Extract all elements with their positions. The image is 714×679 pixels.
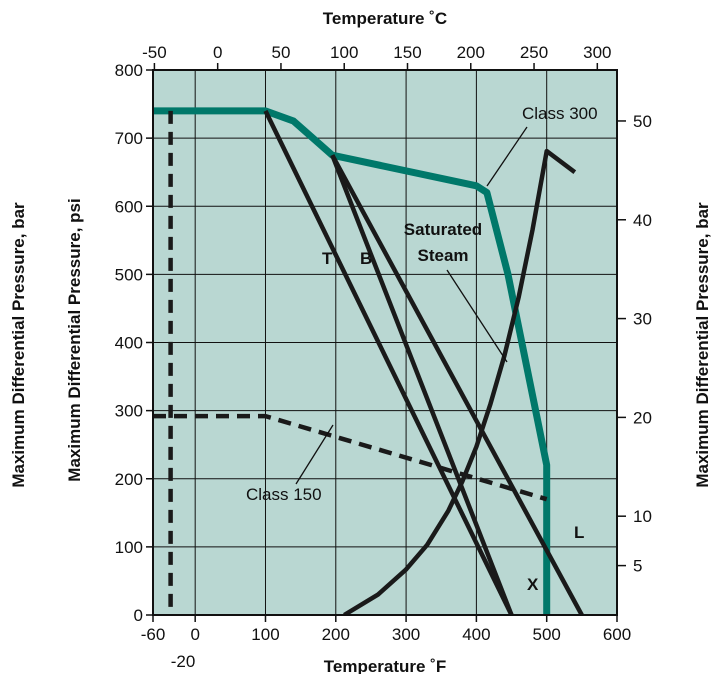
x-top-tick-label: 50 xyxy=(271,43,290,62)
x-top-tick-label: 150 xyxy=(393,43,421,62)
y-right-tick-label: 10 xyxy=(633,507,652,526)
saturated-steam-label-line2: Steam xyxy=(417,246,468,265)
class-300-leader-line xyxy=(486,126,528,187)
x-top-tick-label: 100 xyxy=(330,43,358,62)
y-left-tick-label: 200 xyxy=(115,470,143,489)
x-axis-title-bottom: Temperature ˚F xyxy=(324,657,447,674)
y-right-tick-label: 5 xyxy=(633,557,642,576)
x-axis-title-top: Temperature ˚C xyxy=(323,9,447,28)
annotations: Class 300 Class 150 T B Saturated Steam … xyxy=(246,104,598,594)
x-top-tick-label: 200 xyxy=(457,43,485,62)
class-300-label: Class 300 xyxy=(522,104,598,123)
x-bottom-tick-label: 0 xyxy=(190,625,199,644)
x-top-tick-label: 300 xyxy=(583,43,611,62)
class-150-label: Class 150 xyxy=(246,485,322,504)
y-left-tick-label: 0 xyxy=(134,606,143,625)
y-left-tick-label: 600 xyxy=(115,197,143,216)
x-bottom-tick-label: 100 xyxy=(251,625,279,644)
y-left-tick-label: 800 xyxy=(115,61,143,80)
t-curve-label: T xyxy=(322,249,333,268)
series-b xyxy=(330,154,514,615)
y-left-tick-label: 700 xyxy=(115,129,143,148)
y-left-tick-label: 400 xyxy=(115,334,143,353)
x-top-tick-label: -50 xyxy=(142,43,167,62)
x-bottom-tick-label: -60 xyxy=(141,625,166,644)
x-bottom-tick-label: 400 xyxy=(462,625,490,644)
x-top-tick-label: 0 xyxy=(213,43,222,62)
series-lines xyxy=(153,107,584,615)
y-axis-title-right: Maximum Differential Pressure, bar xyxy=(693,202,712,488)
y-right-tick-label: 30 xyxy=(633,310,652,329)
saturated-steam-leader-line xyxy=(446,269,508,363)
series-saturated-steam xyxy=(343,148,577,615)
axis-ticks: -60 0 100 200 300 400 500 600-50 0 50 100 150 200 250… xyxy=(115,43,652,644)
y-left-tick-label: 500 xyxy=(115,265,143,284)
series-t xyxy=(263,109,514,615)
l-curve-label: L xyxy=(574,523,584,542)
y-left-tick-label: 100 xyxy=(115,538,143,557)
y-axis-title-left: Maximum Differential Pressure, psi xyxy=(65,198,84,481)
x-bottom-tick-label: 600 xyxy=(603,625,631,644)
series-class-300 xyxy=(153,107,551,615)
x-top-tick-label: 250 xyxy=(520,43,548,62)
series-class-150 xyxy=(153,413,548,502)
series-l xyxy=(330,154,584,615)
x-bottom-extra-label: -20 xyxy=(171,652,196,671)
y-right-tick-label: 50 xyxy=(633,112,652,131)
x-bottom-tick-label: 200 xyxy=(322,625,350,644)
b-curve-label: B xyxy=(360,249,372,268)
class-150-leader-line xyxy=(295,424,334,485)
x-bottom-tick-label: 500 xyxy=(533,625,561,644)
y-axis-title-outer: Maximum Differential Pressure, bar xyxy=(9,202,28,488)
saturated-steam-label-line1: Saturated xyxy=(404,220,482,239)
x-curve-label: X xyxy=(527,575,539,594)
y-right-tick-label: 20 xyxy=(633,408,652,427)
x-bottom-tick-label: 300 xyxy=(392,625,420,644)
y-right-tick-label: 40 xyxy=(633,211,652,230)
y-left-tick-label: 300 xyxy=(115,402,143,421)
